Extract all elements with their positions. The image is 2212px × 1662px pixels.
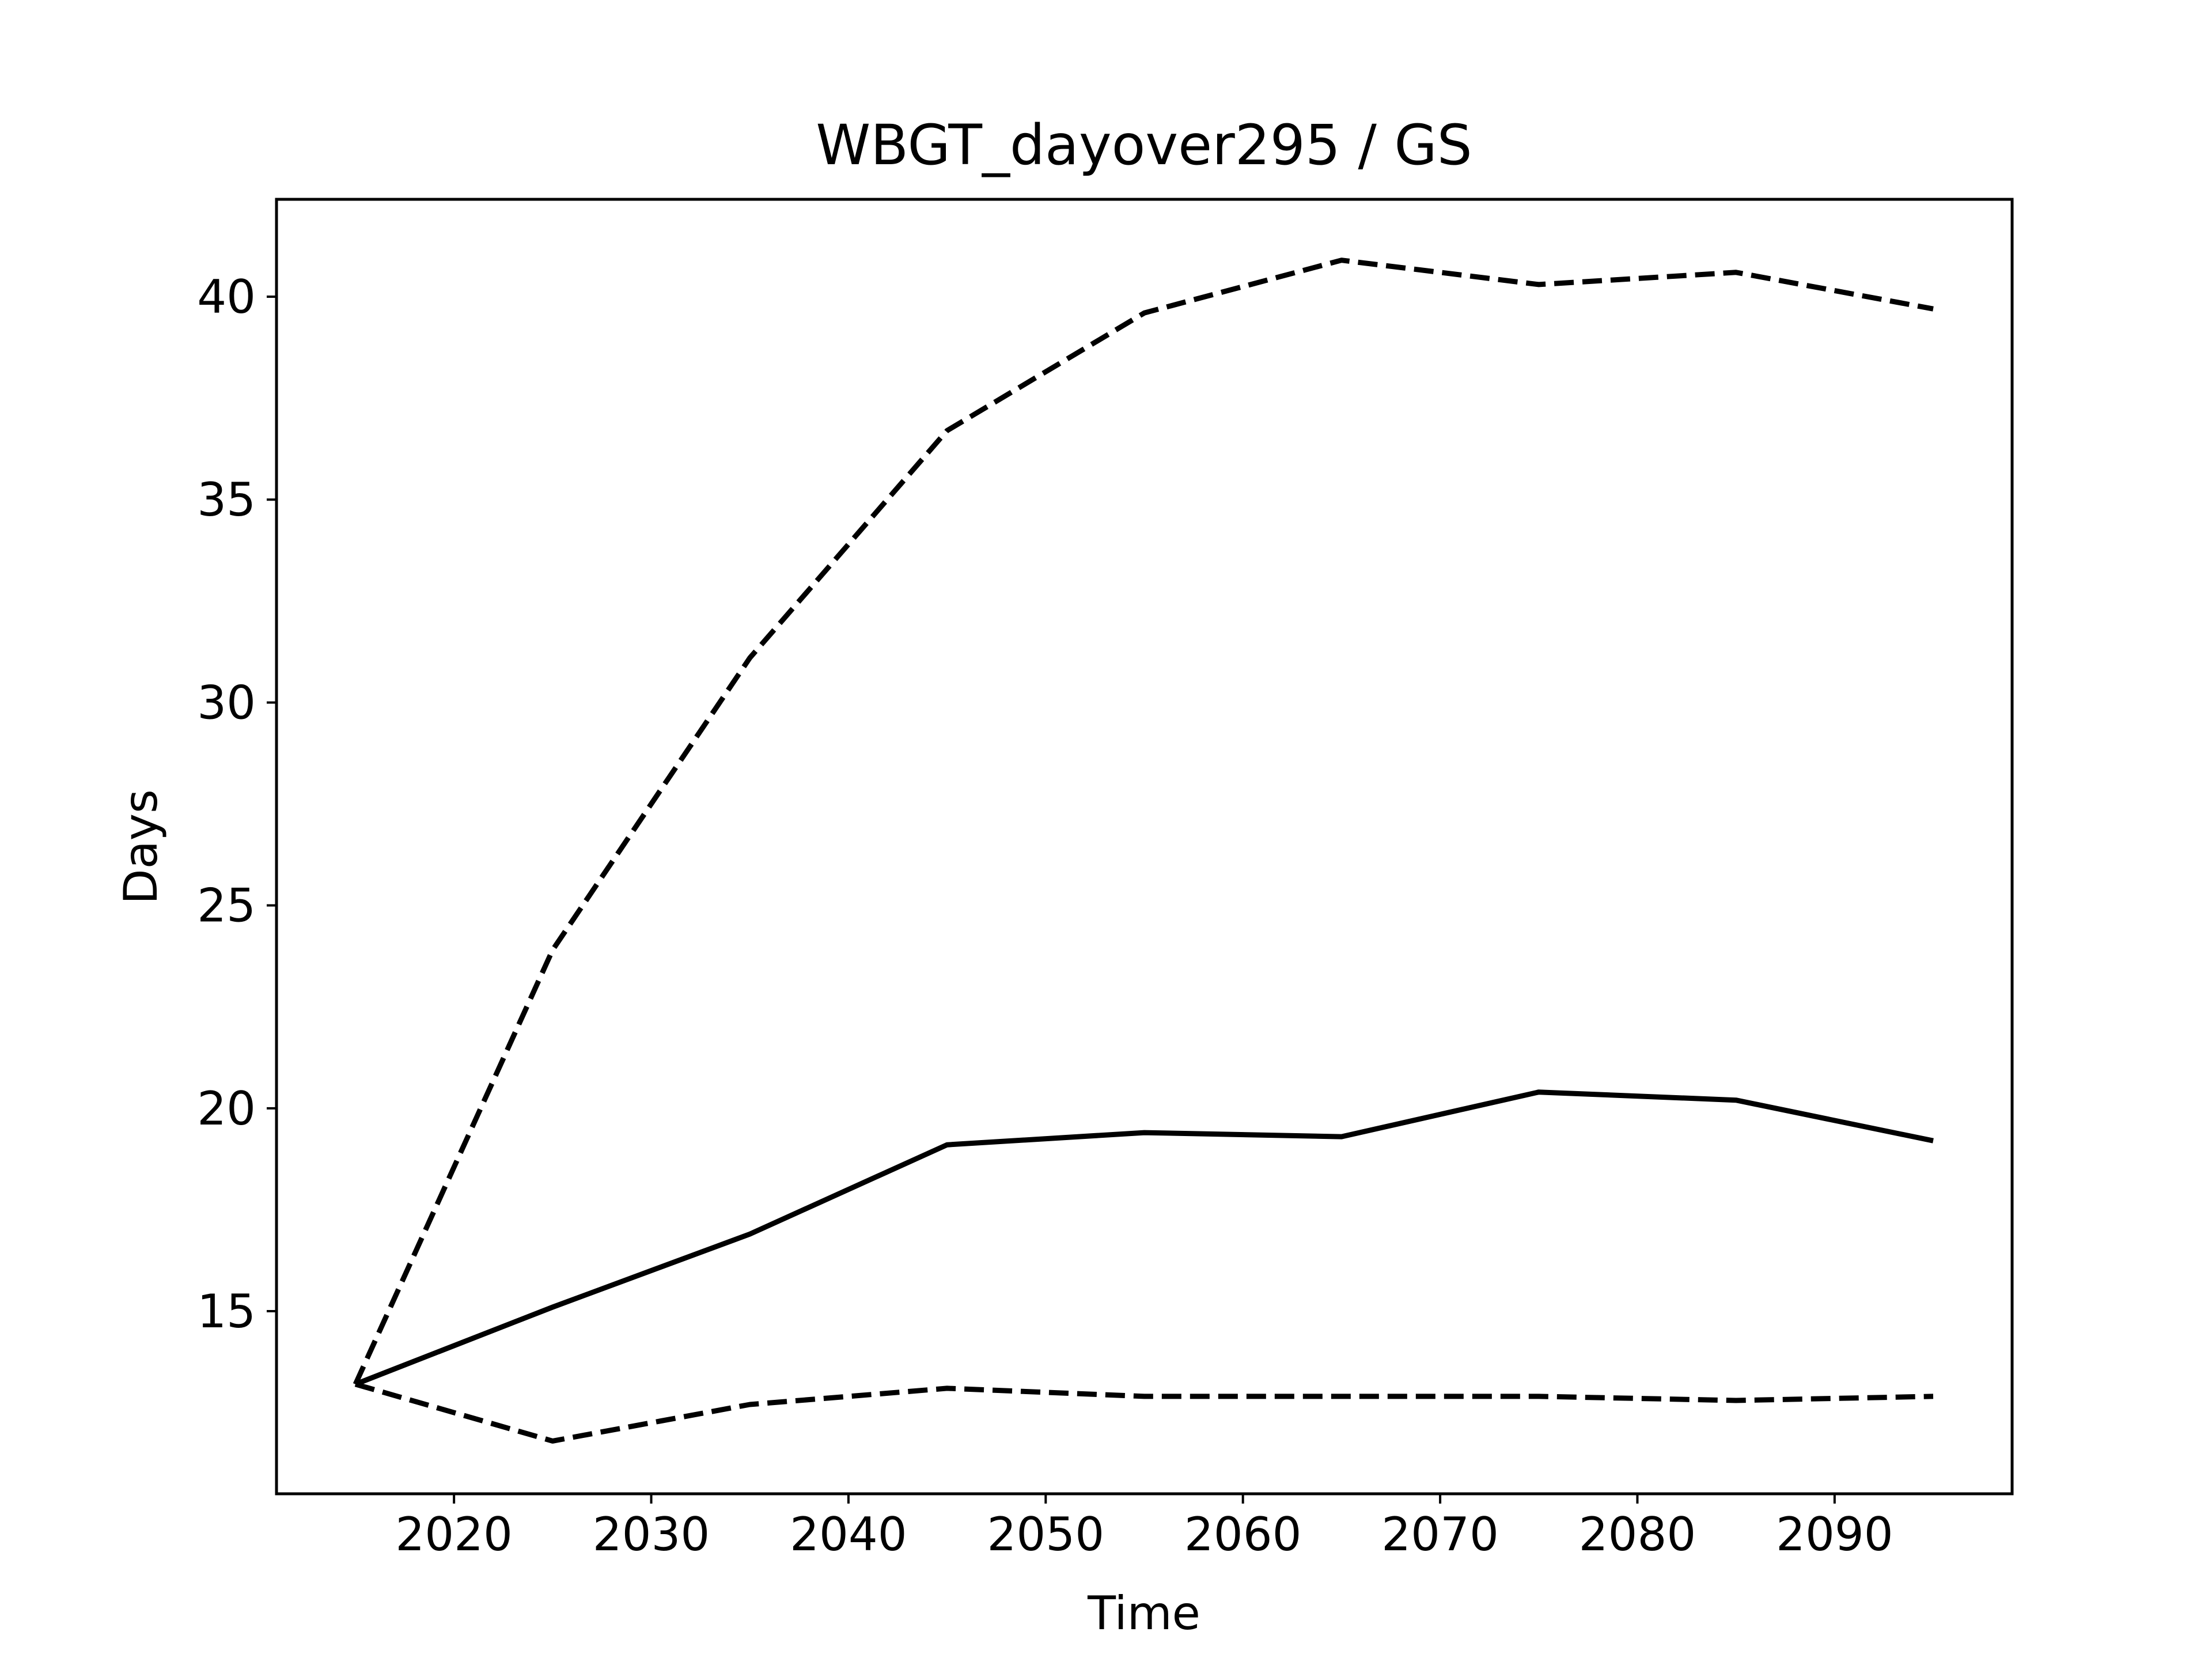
x-tick-label: 2020 bbox=[395, 1508, 513, 1561]
x-tick-label: 2060 bbox=[1184, 1508, 1302, 1561]
x-tick-label: 2080 bbox=[1579, 1508, 1696, 1561]
y-tick-label: 25 bbox=[197, 879, 256, 933]
y-axis-label: Days bbox=[114, 789, 168, 904]
y-tick-label: 30 bbox=[197, 676, 256, 729]
x-tick-label: 2070 bbox=[1381, 1508, 1499, 1561]
x-tick-label: 2090 bbox=[1776, 1508, 1893, 1561]
y-tick-label: 40 bbox=[197, 270, 256, 324]
x-tick-label: 2050 bbox=[987, 1508, 1105, 1561]
axis-ticks: 2020 2030 2040 2050 2060 2070 2080 2090 15 20 25 30… bbox=[197, 270, 1893, 1561]
series-line-1 bbox=[354, 1089, 1934, 1387]
y-tick-label: 20 bbox=[197, 1082, 256, 1135]
plot-frame bbox=[275, 198, 2014, 1496]
x-axis-label: Time bbox=[1087, 1587, 1200, 1640]
series-line-3 bbox=[354, 1381, 1934, 1444]
x-tick-label: 2030 bbox=[593, 1508, 710, 1561]
y-tick-label: 35 bbox=[197, 473, 256, 527]
series-lines bbox=[353, 258, 1934, 1444]
chart-title: WBGT_dayover295 / GS bbox=[816, 113, 1472, 177]
x-tick-label: 2040 bbox=[790, 1508, 907, 1561]
series-line-2 bbox=[353, 258, 1934, 1385]
y-tick-label: 15 bbox=[197, 1285, 256, 1338]
